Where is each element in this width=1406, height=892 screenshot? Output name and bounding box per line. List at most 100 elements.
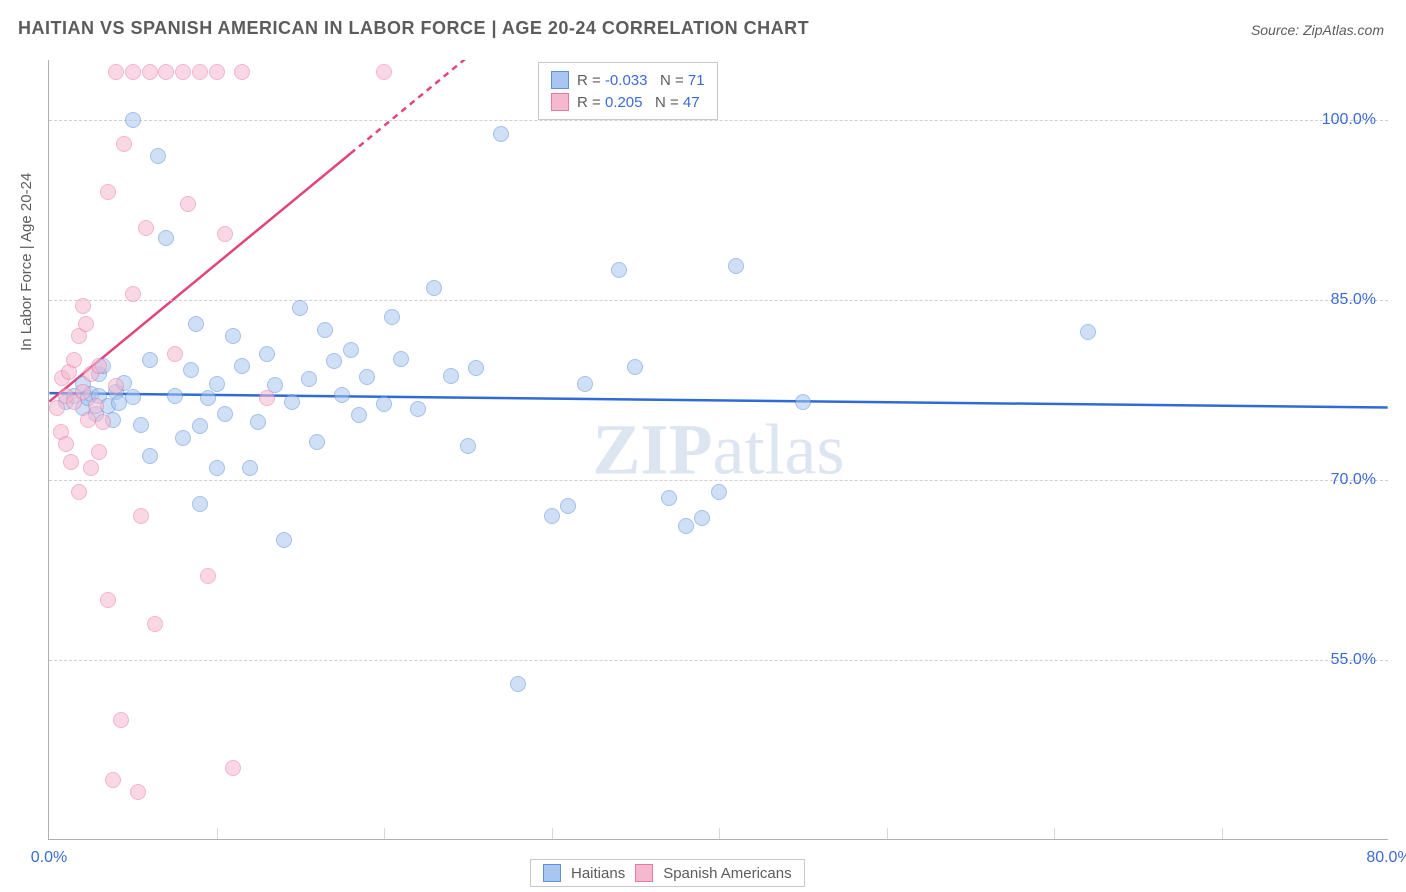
chart-area: ZIPatlas 55.0%70.0%85.0%100.0%0.0%80.0% (48, 60, 1388, 840)
data-point (728, 258, 744, 274)
data-point (78, 316, 94, 332)
data-point (209, 460, 225, 476)
data-point (125, 112, 141, 128)
gridline-h (49, 120, 1388, 121)
legend-series-name: Haitians (571, 865, 625, 882)
legend-stats: R = 0.205 N = 47 (577, 94, 700, 111)
data-point (359, 369, 375, 385)
data-point (133, 508, 149, 524)
data-point (711, 484, 727, 500)
data-point (200, 390, 216, 406)
data-point (259, 390, 275, 406)
data-point (376, 64, 392, 80)
trend-lines-layer (49, 60, 1388, 839)
gridline-h (49, 300, 1388, 301)
watermark: ZIPatlas (593, 408, 845, 491)
y-axis-label: In Labor Force | Age 20-24 (18, 173, 35, 351)
data-point (678, 518, 694, 534)
data-point (250, 414, 266, 430)
data-point (192, 496, 208, 512)
x-minor-tick (887, 828, 888, 839)
data-point (544, 508, 560, 524)
data-point (158, 230, 174, 246)
data-point (175, 64, 191, 80)
data-point (426, 280, 442, 296)
data-point (75, 298, 91, 314)
data-point (71, 484, 87, 500)
data-point (180, 196, 196, 212)
x-minor-tick (552, 828, 553, 839)
data-point (58, 436, 74, 452)
data-point (209, 64, 225, 80)
legend-stats: R = -0.033 N = 71 (577, 72, 705, 89)
data-point (63, 454, 79, 470)
data-point (292, 300, 308, 316)
legend-swatch (635, 864, 653, 882)
data-point (167, 346, 183, 362)
data-point (410, 401, 426, 417)
data-point (376, 396, 392, 412)
data-point (91, 444, 107, 460)
data-point (142, 352, 158, 368)
data-point (125, 389, 141, 405)
data-point (468, 360, 484, 376)
data-point (217, 406, 233, 422)
data-point (209, 376, 225, 392)
data-point (493, 126, 509, 142)
legend-swatch (551, 71, 569, 89)
data-point (317, 322, 333, 338)
data-point (661, 490, 677, 506)
data-point (217, 226, 233, 242)
data-point (158, 64, 174, 80)
legend-row: R = -0.033 N = 71 (551, 69, 705, 91)
data-point (175, 430, 191, 446)
y-tick-label: 55.0% (1331, 651, 1376, 669)
data-point (393, 351, 409, 367)
data-point (225, 328, 241, 344)
x-tick-label: 80.0% (1366, 849, 1406, 867)
data-point (100, 184, 116, 200)
gridline-h (49, 480, 1388, 481)
data-point (142, 64, 158, 80)
data-point (510, 676, 526, 692)
data-point (259, 346, 275, 362)
data-point (125, 286, 141, 302)
data-point (276, 532, 292, 548)
data-point (242, 460, 258, 476)
x-minor-tick (1054, 828, 1055, 839)
data-point (108, 64, 124, 80)
data-point (309, 434, 325, 450)
data-point (142, 448, 158, 464)
data-point (150, 148, 166, 164)
legend-row: R = 0.205 N = 47 (551, 91, 705, 113)
source-label: Source: ZipAtlas.com (1251, 22, 1384, 38)
series-legend: Haitians Spanish Americans (530, 859, 805, 887)
data-point (384, 309, 400, 325)
data-point (577, 376, 593, 392)
legend-series-name: Spanish Americans (663, 865, 791, 882)
x-minor-tick (1222, 828, 1223, 839)
data-point (192, 64, 208, 80)
data-point (83, 460, 99, 476)
data-point (460, 438, 476, 454)
correlation-legend: R = -0.033 N = 71 R = 0.205 N = 47 (538, 62, 718, 120)
data-point (795, 394, 811, 410)
x-minor-tick (217, 828, 218, 839)
chart-title: HAITIAN VS SPANISH AMERICAN IN LABOR FOR… (18, 18, 809, 39)
data-point (75, 384, 91, 400)
data-point (108, 378, 124, 394)
data-point (147, 616, 163, 632)
data-point (95, 414, 111, 430)
data-point (334, 387, 350, 403)
data-point (611, 262, 627, 278)
data-point (113, 712, 129, 728)
data-point (560, 498, 576, 514)
data-point (188, 316, 204, 332)
data-point (627, 359, 643, 375)
data-point (80, 412, 96, 428)
legend-swatch (551, 93, 569, 111)
data-point (133, 417, 149, 433)
data-point (116, 136, 132, 152)
data-point (326, 353, 342, 369)
data-point (351, 407, 367, 423)
